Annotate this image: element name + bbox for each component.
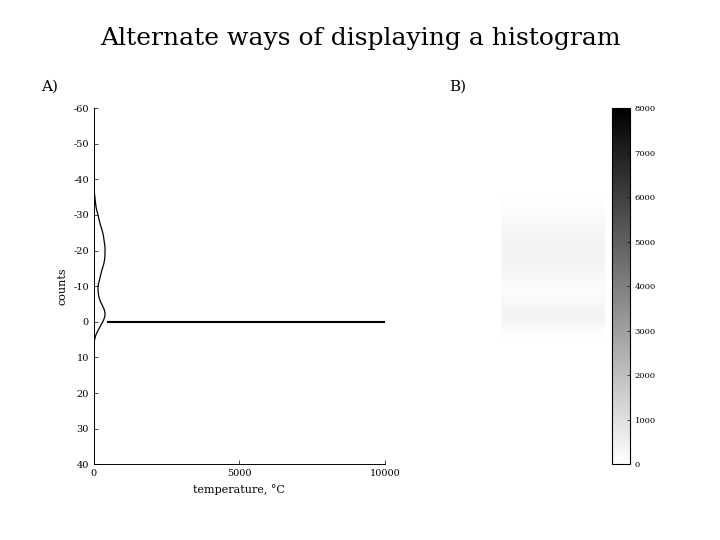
Text: Alternate ways of displaying a histogram: Alternate ways of displaying a histogram (100, 27, 620, 50)
Text: A): A) (41, 80, 58, 94)
Text: B): B) (449, 80, 467, 94)
X-axis label: temperature, °C: temperature, °C (193, 484, 285, 495)
Y-axis label: counts: counts (58, 267, 68, 305)
